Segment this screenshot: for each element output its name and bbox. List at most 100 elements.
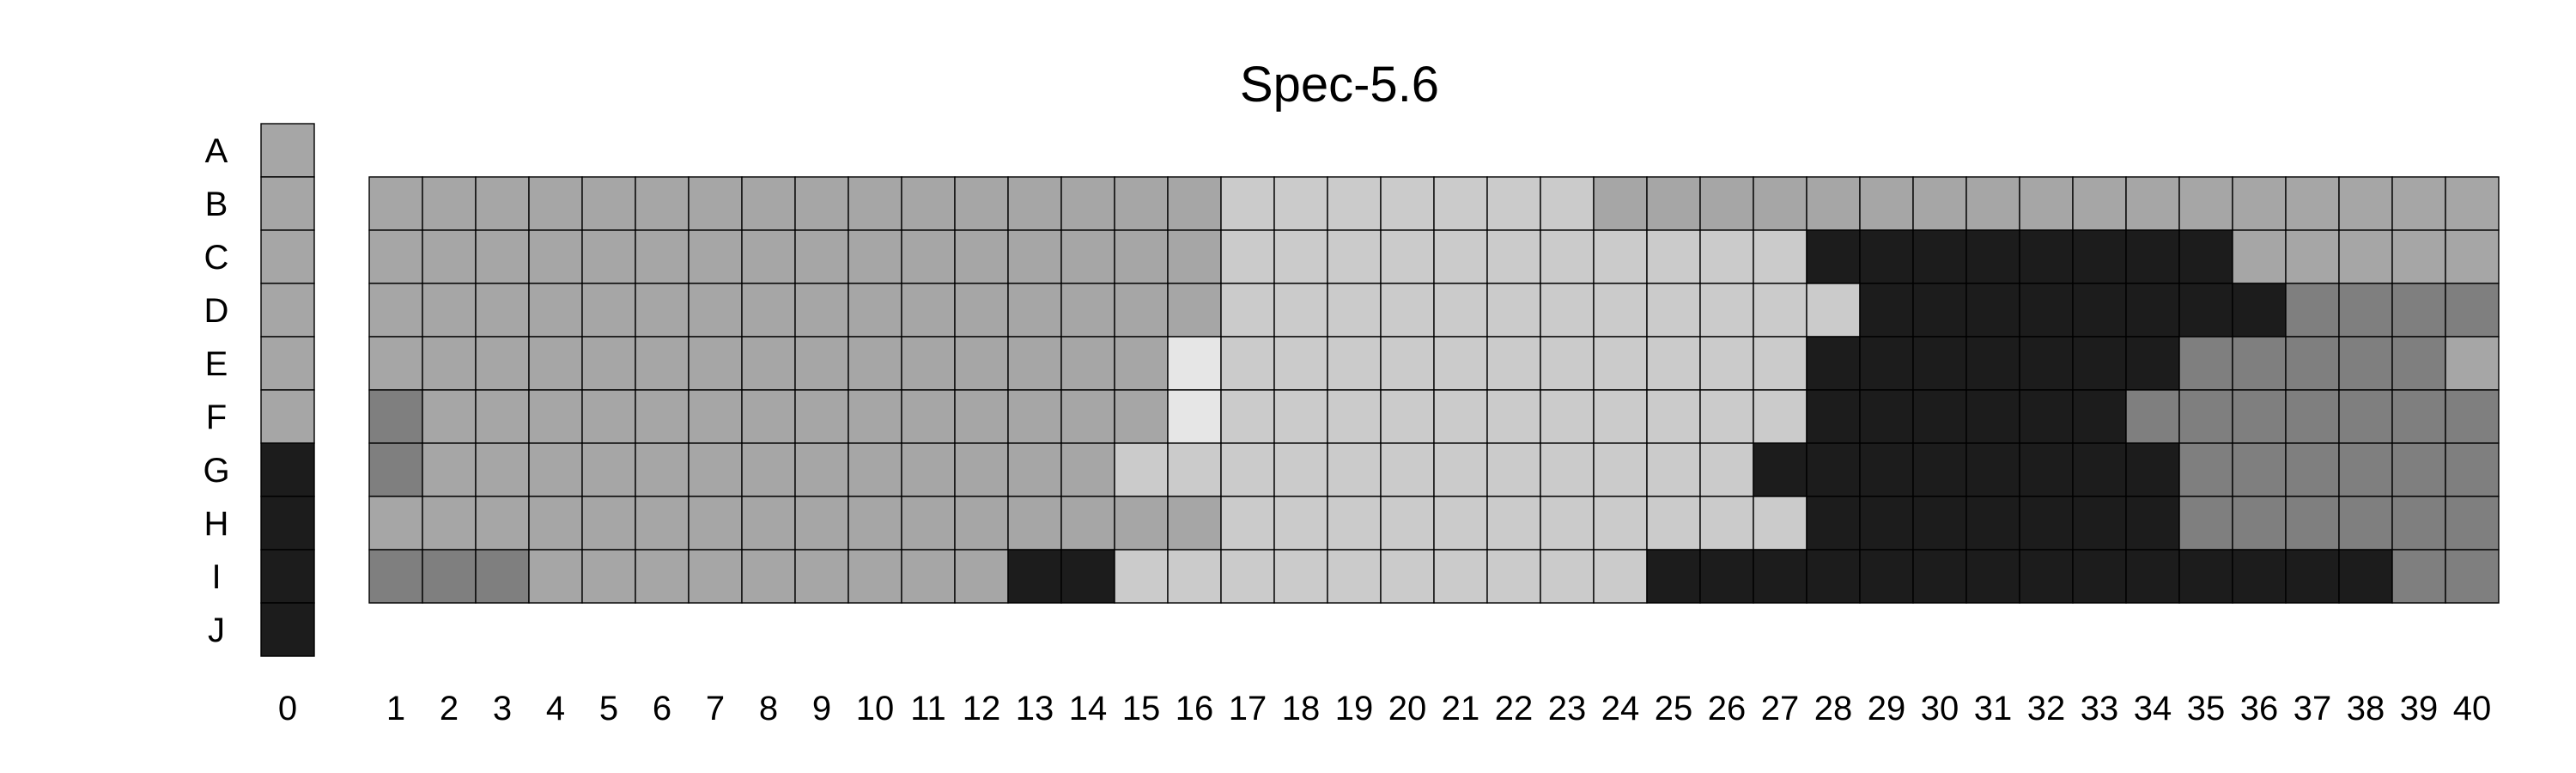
cell-G-14 (1060, 442, 1115, 497)
column-label-12: 12 (963, 690, 1001, 727)
ref-cell-D (260, 283, 315, 338)
cell-H-9 (794, 496, 849, 551)
cell-I-9 (794, 549, 849, 604)
cell-B-16 (1167, 176, 1222, 231)
cell-H-34 (2125, 496, 2180, 551)
column-label-14: 14 (1069, 690, 1108, 727)
cell-I-33 (2072, 549, 2127, 604)
cell-G-16 (1167, 442, 1222, 497)
cell-G-20 (1380, 442, 1435, 497)
cell-E-33 (2072, 336, 2127, 391)
cell-G-39 (2391, 442, 2446, 497)
cell-H-12 (954, 496, 1009, 551)
row-label-I: I (211, 558, 221, 596)
cell-E-17 (1220, 336, 1275, 391)
column-label-32: 32 (2027, 690, 2066, 727)
cell-E-36 (2232, 336, 2287, 391)
cell-B-1 (368, 176, 423, 231)
cell-D-27 (1753, 283, 1807, 338)
cell-B-3 (475, 176, 530, 231)
cell-C-33 (2072, 229, 2127, 284)
cell-G-6 (635, 442, 690, 497)
cell-H-37 (2285, 496, 2340, 551)
cell-I-18 (1273, 549, 1328, 604)
cell-H-10 (848, 496, 902, 551)
cell-H-17 (1220, 496, 1275, 551)
cell-D-32 (2019, 283, 2074, 338)
column-label-9: 9 (812, 690, 831, 727)
cell-B-32 (2019, 176, 2074, 231)
cell-C-10 (848, 229, 902, 284)
cell-G-29 (1859, 442, 1914, 497)
cell-E-25 (1646, 336, 1701, 391)
cell-I-26 (1699, 549, 1754, 604)
cell-F-20 (1380, 389, 1435, 444)
cell-G-22 (1486, 442, 1541, 497)
cell-C-12 (954, 229, 1009, 284)
cell-G-30 (1912, 442, 1967, 497)
cell-D-30 (1912, 283, 1967, 338)
cell-G-1 (368, 442, 423, 497)
row-label-J: J (208, 612, 225, 649)
column-label-0: 0 (278, 690, 297, 727)
cell-I-30 (1912, 549, 1967, 604)
cell-B-23 (1540, 176, 1595, 231)
cell-B-40 (2445, 176, 2500, 231)
cell-F-9 (794, 389, 849, 444)
cell-E-32 (2019, 336, 2074, 391)
cell-I-13 (1007, 549, 1062, 604)
cell-G-31 (1965, 442, 2020, 497)
cell-B-10 (848, 176, 902, 231)
cell-F-15 (1114, 389, 1169, 444)
cell-H-13 (1007, 496, 1062, 551)
cell-D-22 (1486, 283, 1541, 338)
cell-B-4 (528, 176, 583, 231)
cell-F-17 (1220, 389, 1275, 444)
cell-G-5 (581, 442, 636, 497)
cell-F-39 (2391, 389, 2446, 444)
cell-H-28 (1806, 496, 1861, 551)
cell-F-31 (1965, 389, 2020, 444)
row-label-H: H (204, 505, 229, 543)
cell-G-28 (1806, 442, 1861, 497)
cell-I-11 (901, 549, 956, 604)
cell-G-35 (2178, 442, 2233, 497)
cell-D-28 (1806, 283, 1861, 338)
cell-F-12 (954, 389, 1009, 444)
column-label-1: 1 (386, 690, 405, 727)
cell-F-10 (848, 389, 902, 444)
cell-I-29 (1859, 549, 1914, 604)
cell-H-6 (635, 496, 690, 551)
cell-G-11 (901, 442, 956, 497)
cell-E-24 (1593, 336, 1648, 391)
cell-F-34 (2125, 389, 2180, 444)
cell-D-12 (954, 283, 1009, 338)
cell-B-29 (1859, 176, 1914, 231)
column-label-36: 36 (2240, 690, 2279, 727)
column-label-20: 20 (1388, 690, 1427, 727)
cell-D-39 (2391, 283, 2446, 338)
cell-F-16 (1167, 389, 1222, 444)
ref-cell-E (260, 336, 315, 391)
cell-H-8 (741, 496, 796, 551)
cell-C-1 (368, 229, 423, 284)
cell-I-1 (368, 549, 423, 604)
cell-B-15 (1114, 176, 1169, 231)
cell-G-2 (422, 442, 477, 497)
column-label-30: 30 (1921, 690, 1959, 727)
cell-B-12 (954, 176, 1009, 231)
column-label-31: 31 (1974, 690, 2013, 727)
cell-C-20 (1380, 229, 1435, 284)
ref-cell-C (260, 229, 315, 284)
cell-F-14 (1060, 389, 1115, 444)
cell-C-3 (475, 229, 530, 284)
cell-I-32 (2019, 549, 2074, 604)
cell-B-25 (1646, 176, 1701, 231)
cell-F-33 (2072, 389, 2127, 444)
cell-D-33 (2072, 283, 2127, 338)
cell-F-23 (1540, 389, 1595, 444)
cell-C-21 (1433, 229, 1488, 284)
cell-H-25 (1646, 496, 1701, 551)
